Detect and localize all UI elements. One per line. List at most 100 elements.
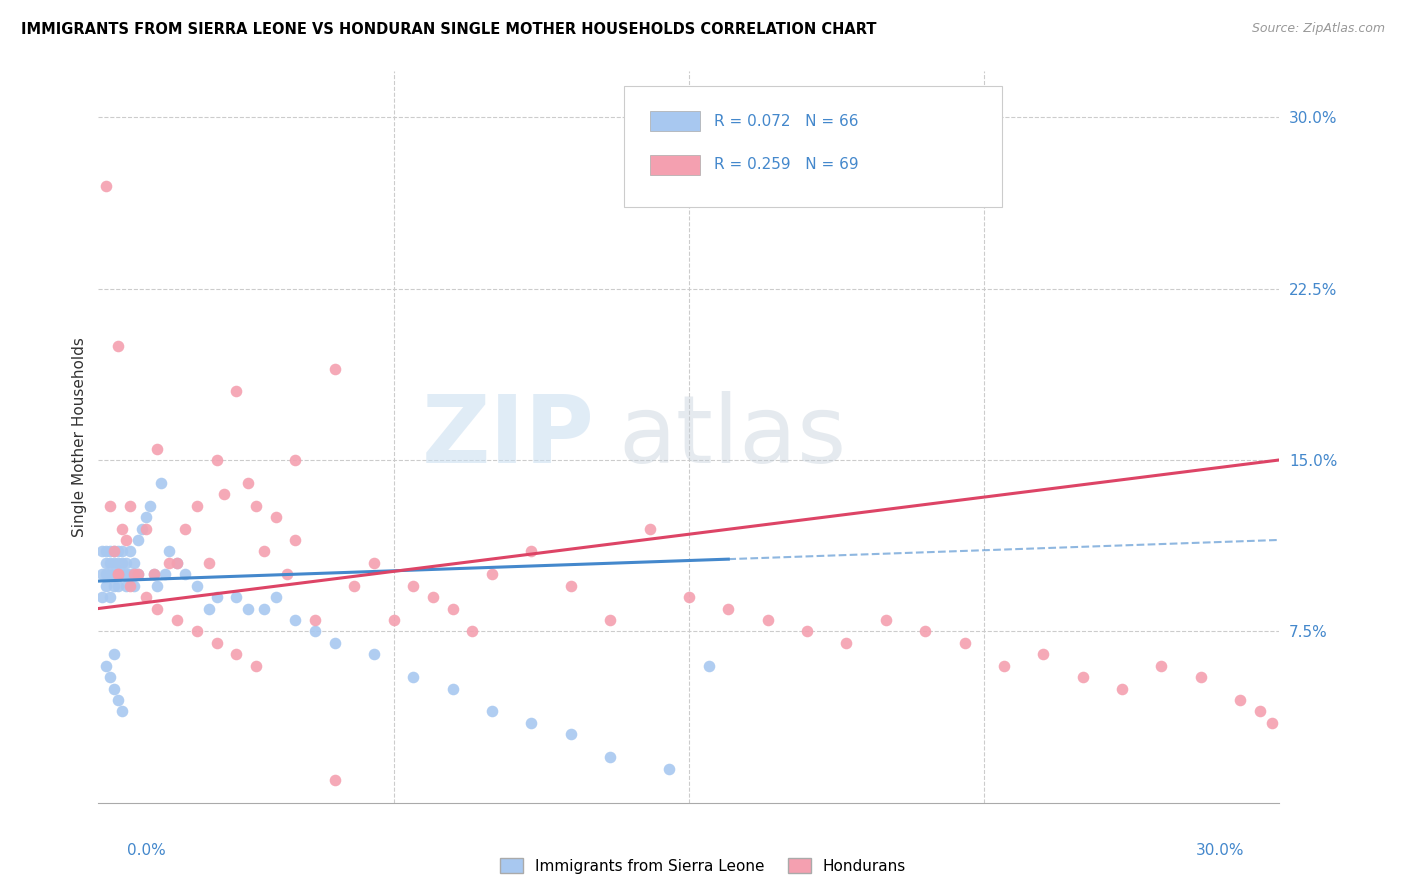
Point [157, 544, 180, 558]
Point [150, 475, 173, 490]
Point [284, 453, 307, 467]
Point [599, 750, 621, 764]
Point [1260, 715, 1282, 730]
Point [135, 510, 157, 524]
Point [914, 624, 936, 639]
Point [118, 544, 141, 558]
Point [98, 544, 121, 558]
Point [111, 556, 134, 570]
Point [253, 601, 276, 615]
Point [284, 613, 307, 627]
Text: R = 0.072   N = 66: R = 0.072 N = 66 [714, 113, 858, 128]
Point [107, 544, 129, 558]
Point [461, 624, 484, 639]
FancyBboxPatch shape [624, 86, 1002, 207]
Point [115, 533, 138, 547]
Point [186, 579, 208, 593]
Point [142, 567, 165, 582]
Point [96, 579, 118, 593]
Point [118, 579, 141, 593]
Point [225, 647, 247, 661]
Point [98, 590, 121, 604]
Point [103, 544, 125, 558]
Point [236, 475, 259, 490]
Point [107, 579, 129, 593]
Text: 30.0%: 30.0% [1197, 843, 1244, 858]
Point [481, 567, 503, 582]
Point [264, 590, 287, 604]
Bar [650, 154, 700, 175]
Point [875, 613, 897, 627]
Point [205, 590, 228, 604]
Point [796, 624, 818, 639]
Text: R = 0.259   N = 69: R = 0.259 N = 69 [714, 158, 859, 172]
Point [103, 567, 125, 582]
Point [122, 579, 145, 593]
Bar [650, 111, 700, 131]
Point [107, 338, 129, 352]
Point [402, 579, 425, 593]
Point [264, 510, 287, 524]
Point [304, 624, 326, 639]
Point [441, 601, 464, 615]
Point [186, 499, 208, 513]
Text: ZIP: ZIP [422, 391, 595, 483]
Point [138, 499, 160, 513]
Point [284, 533, 307, 547]
Point [953, 636, 976, 650]
Point [697, 658, 720, 673]
Point [205, 636, 228, 650]
Point [111, 705, 134, 719]
Point [214, 487, 236, 501]
Point [205, 453, 228, 467]
Point [599, 613, 621, 627]
Point [225, 384, 247, 399]
Point [98, 499, 121, 513]
Point [481, 705, 503, 719]
Point [422, 590, 444, 604]
Point [166, 556, 188, 570]
Point [197, 601, 219, 615]
Point [304, 613, 326, 627]
Point [127, 567, 149, 582]
Point [142, 567, 165, 582]
Point [323, 636, 346, 650]
Point [103, 556, 125, 570]
Point [96, 544, 118, 558]
Point [174, 567, 197, 582]
Point [107, 693, 129, 707]
Point [96, 567, 118, 582]
Point [560, 727, 582, 741]
Point [1229, 693, 1251, 707]
Point [98, 670, 121, 684]
Y-axis label: Single Mother Households: Single Mother Households [72, 337, 87, 537]
Point [111, 544, 134, 558]
Point [135, 590, 157, 604]
Point [103, 647, 125, 661]
Point [103, 681, 125, 696]
Point [115, 567, 138, 582]
Point [135, 521, 157, 535]
Point [363, 556, 385, 570]
Point [174, 521, 197, 535]
Point [343, 579, 366, 593]
Point [118, 499, 141, 513]
Point [560, 579, 582, 593]
Point [678, 590, 700, 604]
Point [91, 590, 114, 604]
Text: IMMIGRANTS FROM SIERRA LEONE VS HONDURAN SINGLE MOTHER HOUSEHOLDS CORRELATION CH: IMMIGRANTS FROM SIERRA LEONE VS HONDURAN… [21, 22, 876, 37]
Text: 0.0%: 0.0% [127, 843, 166, 858]
Point [96, 658, 118, 673]
Point [103, 544, 125, 558]
Text: Source: ZipAtlas.com: Source: ZipAtlas.com [1251, 22, 1385, 36]
Point [756, 613, 779, 627]
Point [520, 544, 543, 558]
Point [91, 567, 114, 582]
Point [166, 613, 188, 627]
Point [186, 624, 208, 639]
Legend: Immigrants from Sierra Leone, Hondurans: Immigrants from Sierra Leone, Hondurans [494, 852, 912, 880]
Point [1150, 658, 1173, 673]
Point [146, 579, 169, 593]
Point [236, 601, 259, 615]
Point [111, 521, 134, 535]
